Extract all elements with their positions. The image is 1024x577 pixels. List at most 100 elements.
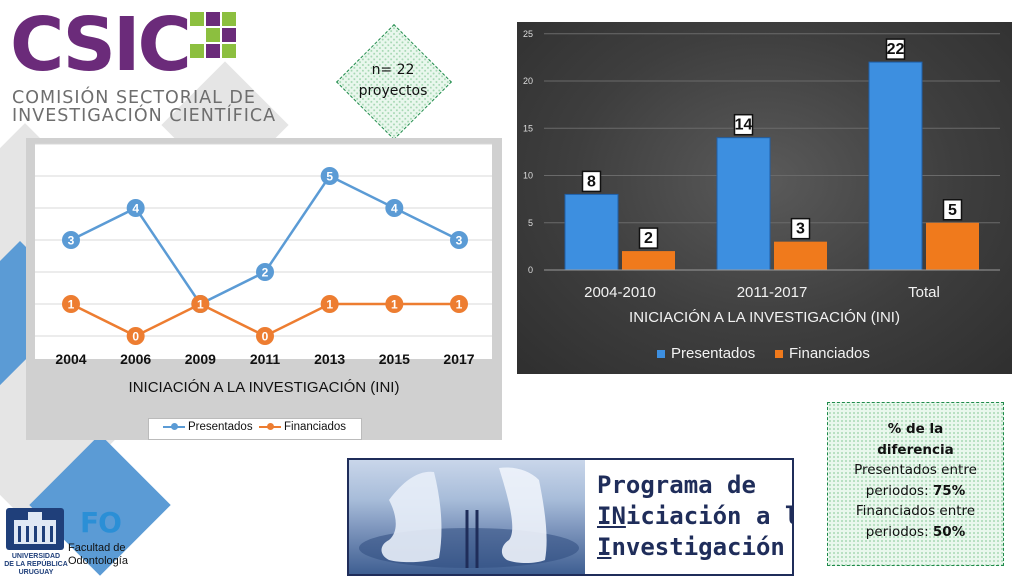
bar-financiados	[622, 251, 675, 270]
program-title-line2-rest: iciación a la	[625, 502, 792, 530]
odontologia-logo: FO Facultad de Odontología	[68, 506, 140, 576]
financiados-diff-value: 50%	[932, 523, 966, 540]
data-point-financiados	[126, 327, 145, 345]
data-label-box-financiados	[942, 199, 963, 221]
x-tick-label: 2015	[379, 351, 410, 367]
bar-presentados	[868, 61, 923, 271]
data-label-financiados: 3	[796, 221, 805, 238]
data-point-presentados	[385, 199, 404, 217]
data-point-presentados	[256, 263, 274, 281]
projects-count-text: n= 22 proyectos	[336, 60, 450, 102]
fo-text: Facultad de Odontología	[68, 542, 128, 568]
data-label-presentados: 5	[326, 170, 333, 184]
data-label-financiados: 5	[948, 202, 957, 219]
university-building-icon	[6, 508, 64, 550]
presentados-diff-prefix: periodos:	[865, 482, 933, 499]
fo-line1: Facultad de	[68, 542, 126, 554]
program-title-line3-bold: I	[597, 533, 612, 561]
logo-word: CSIC	[10, 2, 192, 88]
data-label-box-financiados	[790, 217, 811, 240]
udelar-logo: UNIVERSIDAD DE LA REPÚBLICA URUGUAY	[4, 506, 68, 576]
financiados-diff-line2: periodos: 50%	[828, 522, 1003, 543]
logo-mark-square	[190, 12, 204, 26]
legend-swatch-presentados	[657, 350, 665, 359]
data-point-presentados	[450, 231, 468, 249]
legend-swatch-financiados	[775, 350, 783, 359]
data-label-financiados: 1	[391, 298, 398, 312]
feet-illustration	[359, 467, 579, 568]
bar-chart: 0 5 10 15 20 25 2004-2010 8 2 2011-2017 14 3 Total 22…	[517, 22, 1012, 374]
data-label-presentados: 4	[391, 202, 398, 216]
program-title-line3-rest: nvestigación	[611, 533, 785, 561]
bar-chart-svg: 0 5 10 15 20 25 2004-2010 8 2 2011-2017 14 3 Total 22…	[523, 29, 1000, 301]
presentados-diff-line1: Presentados entre	[854, 462, 977, 478]
legend-item-presentados: Presentados	[657, 345, 755, 362]
data-label-presentados: 3	[68, 234, 75, 248]
line-chart-title: INICIACIÓN A LA INVESTIGACIÓN (INI)	[128, 379, 400, 396]
program-title-line3: Investigación	[597, 532, 792, 563]
data-label-financiados: 1	[456, 298, 463, 312]
legend-item-financiados: Financiados	[775, 345, 870, 362]
x-tick-label: 2006	[120, 351, 151, 367]
data-label-presentados: 8	[587, 173, 596, 190]
y-tick-label: 20	[523, 76, 533, 86]
bar-chart-legend: Presentados Financiados	[657, 345, 917, 365]
data-label-financiados: 1	[197, 298, 204, 312]
data-label-box-presentados	[885, 38, 906, 60]
data-label-box-presentados	[581, 170, 602, 193]
data-label-presentados: 14	[735, 117, 753, 134]
line-chart-legend: Presentados Financiados	[148, 418, 362, 440]
csic-logo: CSIC COMISIÓN SECTORIAL DE INVESTIGACIÓN…	[10, 2, 275, 128]
logo-mark-square	[222, 28, 236, 42]
difference-box: % de la diferencia Presentados entre per…	[827, 402, 1004, 566]
x-tick-label: 2004	[55, 351, 86, 367]
legend-label-financiados: Financiados	[789, 345, 870, 362]
projects-count-line1: n= 22	[371, 62, 415, 78]
y-tick-label: 25	[523, 29, 533, 39]
legend-item-presentados: Presentados	[163, 421, 253, 433]
logo-mark-square	[206, 28, 220, 42]
logo-mark-square	[222, 44, 236, 58]
data-label-financiados: 0	[132, 330, 139, 344]
y-tick-label: 0	[528, 265, 533, 275]
data-point-presentados	[126, 199, 145, 217]
bar-presentados	[564, 193, 619, 271]
data-label-financiados: 2	[644, 230, 653, 247]
x-tick-label: 2011-2017	[737, 284, 808, 301]
logo-mark	[190, 12, 250, 72]
data-label-financiados: 1	[68, 298, 75, 312]
legend-item-financiados: Financiados	[259, 421, 346, 433]
logo-mark-square	[190, 44, 204, 58]
logo-subtitle-2: INVESTIGACIÓN CIENTÍFICA	[12, 106, 277, 126]
line-chart-svg: 2004 2006 2009 2011 2013 2015 2017 3 4 1 2 5 4 3 1 0 1 0 1…	[35, 143, 492, 367]
program-title-line2-bold: IN	[597, 502, 626, 530]
bar-financiados	[774, 241, 827, 270]
fo-line2: Odontología	[68, 555, 128, 567]
logo-mark-square	[206, 12, 220, 26]
financiados-diff-prefix: periodos:	[865, 523, 933, 540]
data-point-presentados	[62, 231, 80, 249]
logo-subtitle-1: COMISIÓN SECTORIAL DE	[12, 88, 256, 108]
x-tick-label: 2011	[250, 351, 281, 367]
data-label-presentados: 22	[887, 41, 905, 58]
data-label-presentados: 4	[132, 202, 139, 216]
program-title-line1: Programa de	[597, 471, 756, 499]
data-point-financiados	[256, 327, 274, 345]
data-point-financiados	[450, 295, 468, 313]
data-point-financiados	[320, 295, 339, 313]
logo-mark-square	[206, 44, 220, 58]
data-point-financiados	[62, 295, 80, 313]
financiados-diff-line1: Financiados entre	[855, 503, 976, 519]
program-banner: Programa de INiciación a la Investigació…	[347, 458, 794, 576]
x-tick-label: Total	[908, 284, 940, 301]
difference-heading-2: diferencia	[877, 441, 954, 458]
program-title-line2: INiciación a la	[597, 501, 792, 532]
x-tick-label: 2004-2010	[584, 284, 656, 301]
legend-label-financiados: Financiados	[284, 421, 347, 433]
bar-presentados	[716, 137, 771, 271]
data-point-financiados	[191, 295, 210, 313]
bar-financiados	[926, 222, 979, 270]
udelar-line1: UNIVERSIDAD	[11, 553, 61, 560]
data-label-financiados: 1	[326, 298, 333, 312]
presentados-diff-line2: periodos: 75%	[828, 481, 1003, 502]
